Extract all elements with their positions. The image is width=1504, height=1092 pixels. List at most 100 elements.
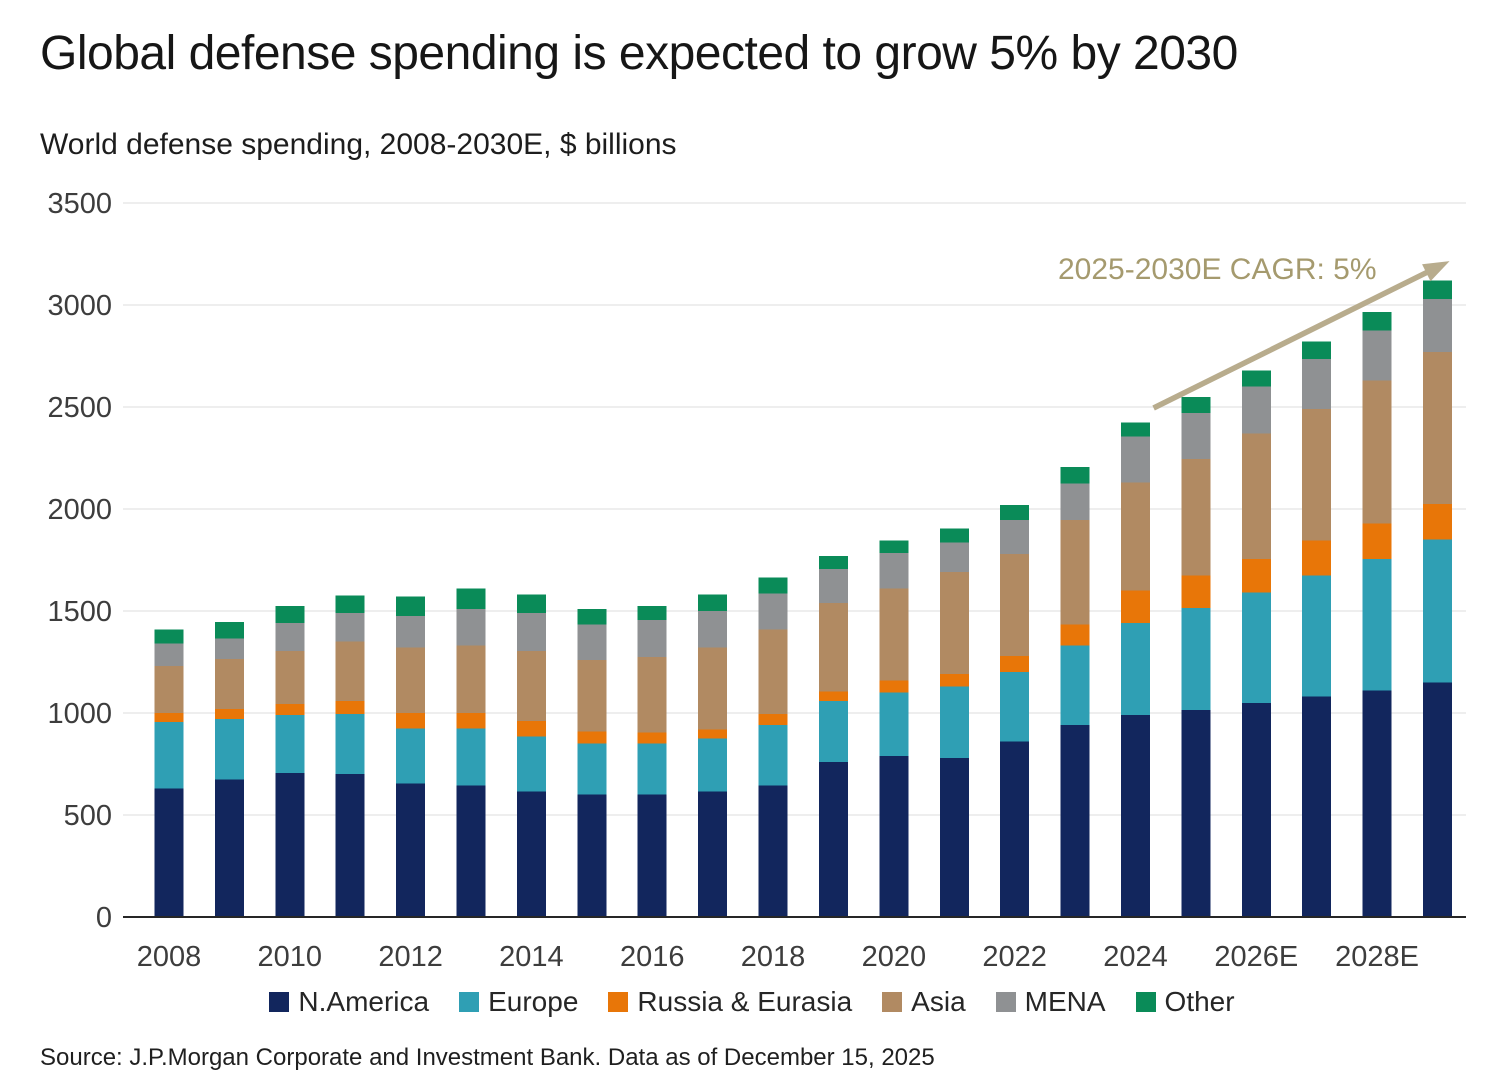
cagr-annotation: 2025-2030E CAGR: 5%	[1058, 253, 1377, 286]
bar-segment-mena	[879, 552, 909, 589]
legend-item-russia-eurasia: Russia & Eurasia	[608, 986, 852, 1018]
y-tick-label: 2000	[47, 494, 112, 526]
bar-2026	[1241, 370, 1271, 917]
bar-segment-mena	[1302, 359, 1332, 410]
bar-segment-europe	[396, 728, 426, 784]
bar-segment-asia	[335, 641, 365, 701]
bar-segment-other	[577, 608, 607, 625]
bar-2023	[1060, 467, 1090, 917]
bar-segment-russia-eurasia	[214, 708, 244, 720]
bar-2024	[1120, 422, 1150, 917]
bar-segment-russia-eurasia	[1000, 655, 1030, 673]
y-tick-label: 1000	[47, 698, 112, 730]
bar-segment-n-america	[1241, 702, 1271, 917]
bar-segment-n-america	[1000, 741, 1030, 917]
bar-segment-europe	[879, 692, 909, 756]
bar-segment-asia	[1181, 459, 1211, 576]
bar-segment-n-america	[1120, 715, 1150, 917]
bar-segment-n-america	[516, 791, 546, 917]
bar-segment-russia-eurasia	[1181, 575, 1211, 608]
page-title: Global defense spending is expected to g…	[40, 27, 1238, 80]
bar-segment-russia-eurasia	[396, 713, 426, 729]
legend-label: Europe	[488, 986, 579, 1017]
bar-segment-russia-eurasia	[939, 674, 969, 687]
bar-segment-mena	[1423, 298, 1452, 352]
bar-segment-other	[396, 596, 426, 617]
bar-segment-europe	[275, 715, 305, 774]
bar-segment-europe	[698, 738, 728, 792]
bar-segment-n-america	[396, 783, 426, 917]
chart-subtitle: World defense spending, 2008-2030E, $ bi…	[40, 128, 677, 161]
bar-segment-other	[758, 577, 788, 594]
bar-segment-asia	[758, 629, 788, 715]
bar-2015	[577, 608, 607, 917]
bar-segment-russia-eurasia	[698, 729, 728, 739]
bar-segment-other	[154, 629, 184, 644]
bar-segment-europe	[1181, 607, 1211, 710]
bar-segment-asia	[1423, 351, 1452, 504]
bar-segment-europe	[939, 686, 969, 758]
chart-legend: N.America Europe Russia & Eurasia Asia MENA O…	[0, 986, 1504, 1018]
bars	[154, 280, 1452, 917]
bar-2016	[637, 605, 667, 917]
bar-segment-mena	[1241, 386, 1271, 434]
y-tick-label: 3500	[47, 188, 112, 220]
bar-segment-n-america	[214, 779, 244, 917]
bar-segment-europe	[818, 700, 848, 762]
bar-segment-asia	[818, 602, 848, 692]
x-tick-label: 2012	[378, 941, 443, 973]
bar-2022	[1000, 504, 1030, 917]
x-tick-label: 2020	[862, 941, 927, 973]
bar-segment-n-america	[1302, 696, 1332, 917]
bar-2010	[275, 605, 305, 917]
bar-segment-mena	[516, 613, 546, 651]
legend-label: Asia	[911, 986, 966, 1017]
bar-segment-mena	[396, 616, 426, 648]
cagr-arrow-line	[1152, 265, 1437, 411]
bar-segment-asia	[396, 647, 426, 713]
bar-segment-asia	[698, 647, 728, 730]
bar-segment-other	[1120, 422, 1150, 437]
bar-segment-europe	[154, 722, 184, 789]
bar-segment-n-america	[1181, 709, 1211, 917]
x-tick-label: 2022	[982, 941, 1047, 973]
legend-label: N.America	[298, 986, 430, 1017]
bar-segment-europe	[456, 728, 486, 786]
bar-segment-russia-eurasia	[154, 713, 184, 723]
x-tick-label: 2016	[620, 941, 685, 973]
bar-segment-other	[1060, 467, 1090, 484]
bar-segment-asia	[939, 572, 969, 675]
bar-segment-russia-eurasia	[1060, 624, 1090, 646]
legend-label: Other	[1164, 986, 1235, 1017]
bar-segment-asia	[275, 650, 305, 704]
bar-segment-mena	[335, 613, 365, 642]
legend-item-n-america: N.America	[269, 986, 429, 1018]
bar-segment-russia-eurasia	[456, 713, 486, 729]
x-tick-label: 2026E	[1214, 941, 1298, 973]
x-axis-labels: 2008 2010 2012 2014 2016 2018 2020 2022 2024 2026…	[137, 941, 1419, 973]
bar-segment-europe	[1241, 592, 1271, 703]
bar-segment-other	[456, 588, 486, 609]
bar-2013	[456, 588, 486, 917]
x-tick-label: 2024	[1103, 941, 1168, 973]
bar-2021	[939, 528, 969, 917]
legend-swatch-russia-eurasia	[608, 992, 629, 1012]
bar-segment-asia	[154, 666, 184, 713]
bar-segment-asia	[879, 588, 909, 681]
bar-segment-europe	[1120, 623, 1150, 716]
bar-segment-asia	[1120, 482, 1150, 591]
bar-segment-mena	[637, 620, 667, 657]
bar-segment-asia	[516, 650, 546, 722]
bar-segment-asia	[1362, 380, 1392, 524]
bar-segment-russia-eurasia	[758, 714, 788, 726]
bar-segment-mena	[275, 623, 305, 651]
bar-segment-asia	[1302, 409, 1332, 541]
bar-segment-other	[275, 605, 305, 624]
bar-segment-other	[516, 594, 546, 614]
bar-segment-asia	[1060, 520, 1090, 625]
bar-segment-mena	[154, 643, 184, 667]
bar-segment-mena	[1181, 413, 1211, 460]
bar-segment-n-america	[577, 794, 607, 917]
source-note: Source: J.P.Morgan Corporate and Investm…	[40, 1044, 935, 1071]
bar-segment-asia	[1241, 433, 1271, 559]
